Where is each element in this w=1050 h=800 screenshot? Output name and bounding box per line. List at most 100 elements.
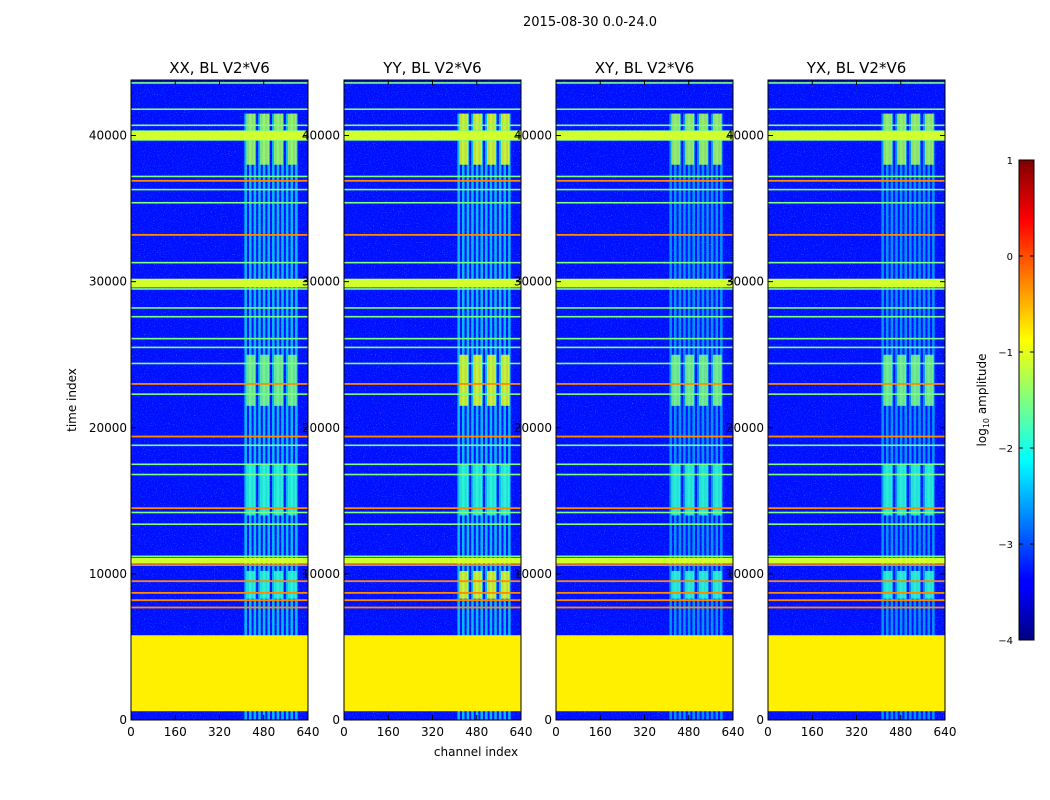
flagged-band [131,635,308,712]
rfi-block [685,464,695,516]
rfi-block [260,354,270,406]
rfi-block [897,464,907,516]
rfi-time-line [344,315,521,318]
rfi-time-line [768,463,945,466]
rfi-block [260,464,270,516]
rfi-time-line [131,175,308,178]
rfi-stripe [706,113,709,721]
rfi-time-line [131,383,308,385]
rfi-stripe [503,113,507,721]
rfi-block [246,570,256,599]
panel-yy: YY, BL V2*V6 0 160 320 480 640 0 10000 20000 3000… [302,59,533,739]
rfi-time-line [344,591,521,594]
rfi-block [274,354,283,406]
rfi-time-line [344,523,521,526]
rfi-time-line [131,188,308,191]
rfi-time-line [556,261,733,264]
rfi-time-line [556,201,733,204]
rfi-block [712,354,722,406]
rfi-stripe [281,113,284,721]
rfi-time-band [768,278,945,288]
y-tick-label: 30000 [726,275,764,289]
x-tick-label: 320 [208,725,231,739]
x-tick-label: 640 [722,725,745,739]
rfi-time-line [768,555,945,558]
rfi-time-line [344,233,521,236]
rfi-time-band [556,131,733,140]
rfi-time-line [556,362,733,365]
rfi-block [473,354,483,406]
rfi-time-line [768,435,945,438]
flagged-band [556,635,733,712]
rfi-time-line [556,507,733,510]
rfi-time-line [131,307,308,309]
rfi-stripe [462,113,465,721]
rfi-stripe [457,113,460,721]
rfi-time-line [768,393,945,395]
rfi-block [911,464,920,516]
rfi-block [685,570,695,599]
rfi-time-line [131,179,308,182]
panels-group: XX, BL V2*V6 0 160 320 480 640 0 10000 20000 3000… [89,59,957,739]
rfi-time-band [344,557,521,564]
rfi-time-line [556,188,733,191]
x-tick-label: 480 [677,725,700,739]
rfi-stripe [253,113,257,721]
rfi-time-line [556,124,733,127]
rfi-time-band [556,278,733,288]
colorbar-tick-label: −2 [998,444,1013,455]
rfi-time-line [768,337,945,340]
x-tick-label: 480 [465,725,488,739]
rfi-block [883,354,893,406]
rfi-time-line [131,507,308,510]
rfi-time-line [344,201,521,204]
rfi-time-line [768,473,945,476]
rfi-time-line [131,108,308,111]
flagged-band [768,635,945,712]
rfi-time-line [131,606,308,609]
rfi-time-line [768,362,945,365]
colorbar-tick-label: −1 [998,348,1013,359]
rfi-block [487,464,496,516]
y-tick-label: 0 [119,713,127,727]
rfi-time-line [131,261,308,264]
x-tick-label: 160 [164,725,187,739]
rfi-time-line [131,591,308,594]
rfi-time-line [344,393,521,395]
rfi-time-line [131,473,308,476]
rfi-stripe [249,113,252,721]
x-tick-label: 320 [845,725,868,739]
rfi-time-line [768,507,945,510]
rfi-time-line [344,507,521,510]
rfi-time-line [344,175,521,178]
rfi-time-line [344,435,521,438]
rfi-time-line [556,555,733,558]
rfi-stripe [267,113,270,721]
x-tick-label: 160 [377,725,400,739]
rfi-time-line [556,315,733,318]
rfi-stripe [498,113,502,721]
rfi-stripe [899,113,903,721]
rfi-time-line [131,463,308,466]
rfi-time-line [131,124,308,127]
rfi-block [712,570,722,599]
rfi-stripe [932,113,935,721]
rfi-time-line [768,564,945,567]
rfi-time-line [344,555,521,558]
rfi-time-line [556,511,733,514]
rfi-time-line [768,599,945,602]
panel-xy: XY, BL V2*V6 0 160 320 480 640 0 10000 20000 3000… [514,59,745,739]
rfi-time-line [344,362,521,365]
rfi-block [459,464,469,516]
rfi-time-line [556,337,733,340]
rfi-block [911,354,920,406]
x-tick-label: 640 [510,725,533,739]
x-tick-label: 0 [127,725,135,739]
y-tick-label: 20000 [514,421,552,435]
rfi-time-line [344,383,521,385]
rfi-stripe [701,113,705,721]
y-tick-label: 30000 [514,275,552,289]
rfi-stripe [276,113,280,721]
rfi-time-line [768,511,945,514]
